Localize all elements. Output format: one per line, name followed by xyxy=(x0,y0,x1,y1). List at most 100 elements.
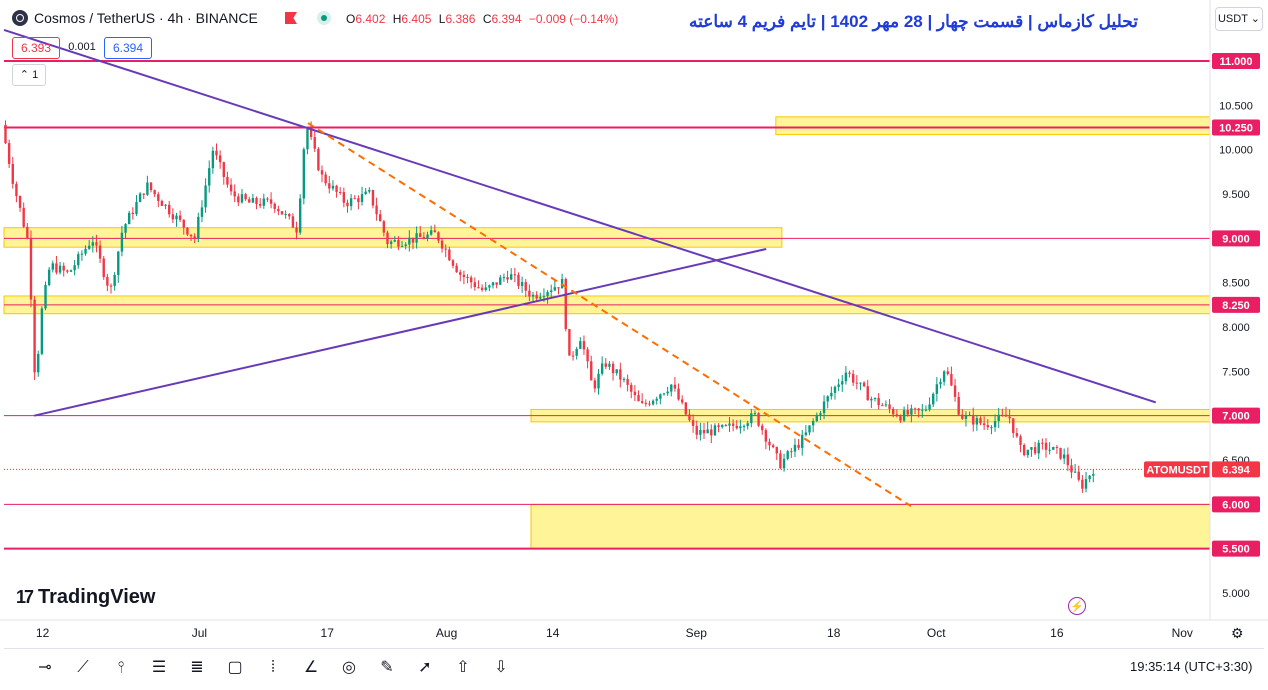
arrow-down-icon[interactable]: ⇩ xyxy=(494,659,508,676)
regression-channel-icon[interactable]: ≣ xyxy=(190,659,204,676)
candle-body xyxy=(429,230,433,235)
candle-body xyxy=(18,196,22,208)
candle-body xyxy=(953,385,957,397)
level-label-10.250: 10.250 xyxy=(1219,123,1253,135)
x-tick: Aug xyxy=(436,626,457,640)
candle-body xyxy=(164,204,167,206)
candle-body xyxy=(229,184,233,192)
candle-body xyxy=(499,277,502,285)
candle-body xyxy=(408,237,411,245)
candle-body xyxy=(811,421,815,426)
candle-body xyxy=(655,398,658,401)
candle-body xyxy=(793,444,797,452)
currency-button[interactable]: USDT ⌄ xyxy=(1215,7,1263,31)
candle-body xyxy=(313,137,316,149)
candle-body xyxy=(11,163,14,184)
candle-body xyxy=(320,170,324,175)
candle-body xyxy=(273,203,276,209)
market-status-icon[interactable] xyxy=(317,11,331,25)
candle-body xyxy=(539,296,542,299)
candle-body xyxy=(386,232,389,245)
symbol-title[interactable]: Cosmos / TetherUS · 4h · BINANCE xyxy=(34,10,258,26)
pencil-icon[interactable]: ✎ xyxy=(380,659,394,676)
candle-body xyxy=(1008,416,1011,419)
candle-body xyxy=(590,361,593,381)
candle-body xyxy=(546,291,549,297)
candle-body xyxy=(95,242,98,246)
candle-body xyxy=(157,194,160,201)
fib-retracement-icon[interactable]: ⦙ xyxy=(271,659,275,676)
candle-body xyxy=(502,277,506,279)
circle-icon[interactable]: ◎ xyxy=(342,659,356,676)
candle-body xyxy=(295,227,298,233)
price-axis: 11.000 10.250 9.000 8.250 7.000 6.000 5.500 5.0… xyxy=(1144,0,1260,620)
rectangle-icon[interactable]: ▢ xyxy=(227,659,243,676)
candle-body xyxy=(1030,447,1033,450)
candle-body xyxy=(127,212,131,225)
parallel-channel-icon[interactable]: ☰ xyxy=(151,659,167,676)
time-axis: 12 Jul 17 Aug 14 Sep 18 Oct 16 Nov xyxy=(0,619,1268,640)
buy-price-box[interactable]: 6.394 xyxy=(104,37,152,59)
arrow-up-icon[interactable]: ⇧ xyxy=(456,659,470,676)
tradingview-logo[interactable]: 17 TradingView xyxy=(16,586,155,609)
candle-body xyxy=(302,149,306,199)
candle-body xyxy=(1026,449,1030,456)
flag-icon[interactable] xyxy=(285,12,297,24)
angle-icon[interactable]: ∠ xyxy=(303,659,319,676)
zone-10.250 xyxy=(775,116,1211,136)
candle-body xyxy=(451,260,455,266)
candle-body xyxy=(975,418,979,425)
zone-6.000 xyxy=(530,503,1211,550)
candle-body xyxy=(335,185,338,193)
sell-price-box[interactable]: 6.393 xyxy=(12,37,60,59)
indicators-collapse-button[interactable]: ⌃ 1 xyxy=(12,64,46,86)
gear-icon[interactable]: ⚙ xyxy=(1231,625,1244,641)
candle-body xyxy=(411,237,415,243)
candle-body xyxy=(317,148,320,171)
candle-body xyxy=(404,244,407,246)
candle-body xyxy=(651,400,655,405)
candle-body xyxy=(721,424,724,427)
candle-body xyxy=(444,248,447,250)
level-label-bg-6.000 xyxy=(1212,496,1260,513)
candle-body xyxy=(517,274,520,286)
candle-body xyxy=(873,398,877,400)
candle-body xyxy=(797,444,800,448)
horizontal-ray-icon[interactable]: ⊸ xyxy=(38,659,52,676)
candles xyxy=(4,120,1095,493)
candle-body xyxy=(342,192,346,203)
candle-body xyxy=(582,341,586,350)
candle-body xyxy=(22,207,25,227)
candle-body xyxy=(888,404,891,409)
arrow-icon[interactable]: ➚ xyxy=(418,659,432,676)
candle-body xyxy=(771,445,775,448)
candle-body xyxy=(146,182,149,195)
vertical-line-icon[interactable]: ⫯ xyxy=(117,659,125,676)
candle-body xyxy=(284,213,287,215)
candle-body xyxy=(80,253,84,255)
trendline-ascending xyxy=(33,247,767,417)
candle-body xyxy=(237,196,240,203)
candle-body xyxy=(368,190,371,192)
candle-body xyxy=(986,425,989,428)
candle-body xyxy=(360,194,364,202)
candle-body xyxy=(371,190,375,206)
candle-body xyxy=(66,270,69,272)
trendlines xyxy=(3,29,1157,507)
candle-body xyxy=(269,199,273,204)
y-tick: 5.000 xyxy=(1222,588,1250,600)
ohlc-values: O6.402 H6.405 L6.386 C6.394 −0.009 (−0.1… xyxy=(346,12,619,26)
candle-body xyxy=(968,414,971,416)
candle-body xyxy=(713,425,717,436)
clock[interactable]: 19:35:14 (UTC+3:30) xyxy=(1130,659,1253,674)
candle-body xyxy=(7,143,11,164)
candle-body xyxy=(717,425,720,427)
lightning-icon[interactable]: ⚡ xyxy=(1068,597,1086,615)
candle-body xyxy=(851,373,855,383)
trendline-dashed xyxy=(307,122,912,507)
candle-body xyxy=(480,287,484,290)
trend-line-icon[interactable]: ⟋ xyxy=(77,659,89,676)
candle-body xyxy=(280,211,284,215)
candle-body xyxy=(972,414,975,425)
